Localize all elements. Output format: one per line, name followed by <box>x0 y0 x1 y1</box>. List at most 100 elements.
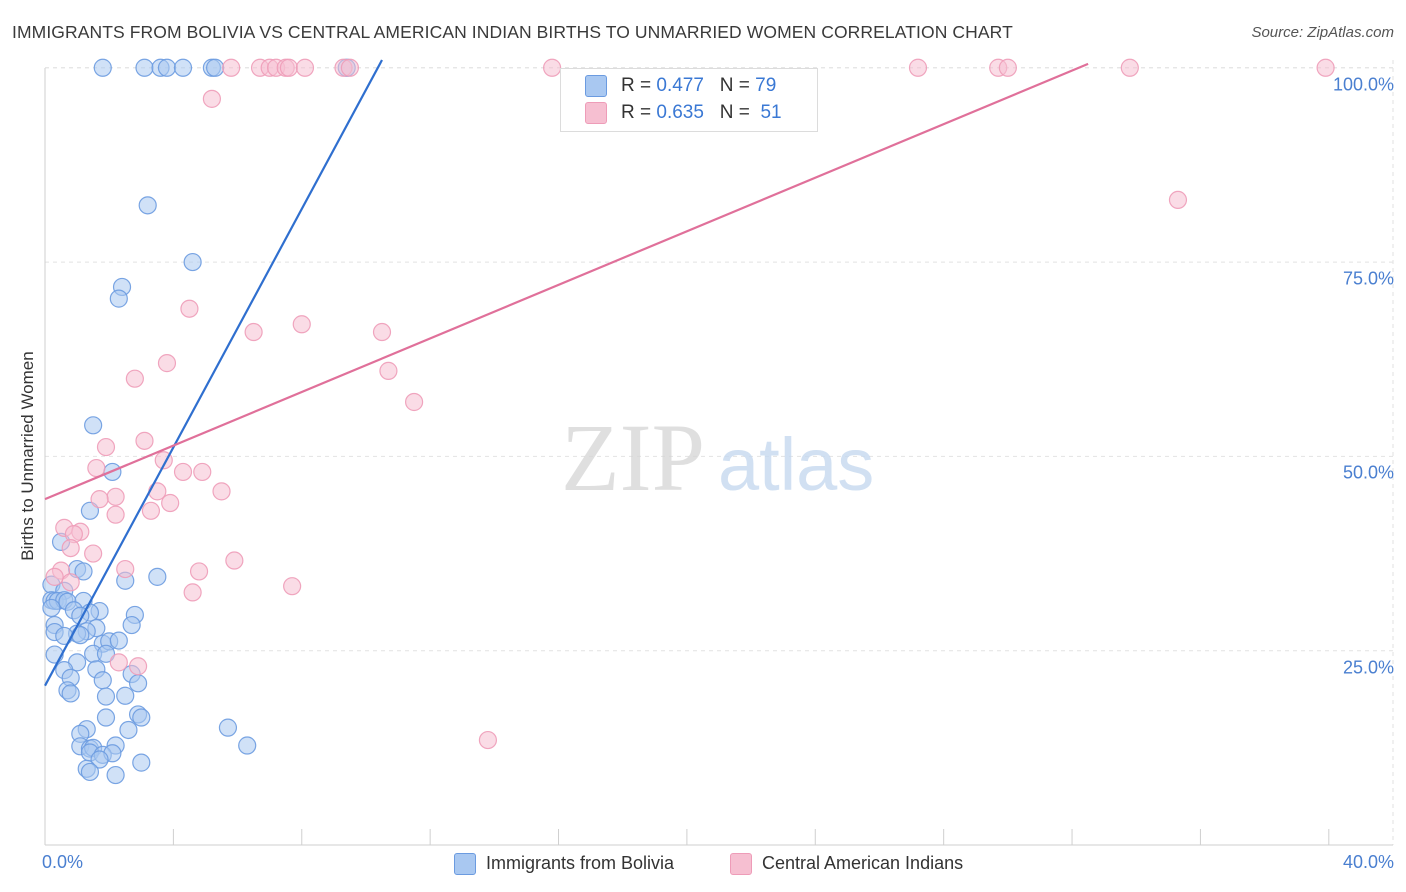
point-bolivia <box>238 736 257 755</box>
point-central-american <box>225 551 244 570</box>
r-value-bolivia: 0.477 <box>656 75 704 96</box>
point-bolivia <box>132 753 151 772</box>
legend-item-bolivia[interactable]: Immigrants from Bolivia <box>454 852 714 876</box>
point-central-american <box>180 299 199 318</box>
r-value-central-american: 0.635 <box>656 102 704 123</box>
swatch-central-american <box>585 102 607 124</box>
y-tick-label: 50.0% <box>1342 462 1394 483</box>
point-bolivia <box>206 58 225 77</box>
point-central-american <box>183 583 202 602</box>
point-central-american <box>212 482 231 501</box>
point-central-american <box>109 653 128 672</box>
point-bolivia <box>96 644 116 663</box>
point-central-american <box>908 58 928 77</box>
r-label: R = <box>621 102 652 123</box>
point-central-american <box>379 361 398 380</box>
point-bolivia <box>90 750 109 769</box>
point-bolivia <box>122 615 141 635</box>
point-bolivia <box>55 626 74 646</box>
point-bolivia <box>106 765 125 785</box>
point-central-american <box>173 462 193 482</box>
watermark: ZIP atlas <box>561 404 874 511</box>
point-bolivia <box>42 598 61 618</box>
point-central-american <box>1120 58 1139 77</box>
point-central-american <box>1316 58 1335 77</box>
point-central-american <box>135 431 154 450</box>
point-central-american <box>202 89 221 108</box>
point-central-american <box>116 559 135 579</box>
point-bolivia <box>218 718 238 737</box>
point-central-american <box>279 58 299 77</box>
point-central-american <box>543 58 562 77</box>
point-bolivia <box>93 58 112 77</box>
r-label: R = <box>621 75 652 96</box>
point-bolivia <box>119 720 138 740</box>
point-central-american <box>295 58 315 77</box>
n-label: N = <box>719 75 750 96</box>
point-bolivia <box>80 501 100 520</box>
point-central-american <box>45 567 64 586</box>
point-bolivia <box>93 671 112 690</box>
n-label: N = <box>719 102 750 123</box>
point-central-american <box>372 322 392 342</box>
point-central-american <box>244 322 263 342</box>
trend-line-bolivia <box>44 59 383 687</box>
axes <box>44 68 1393 846</box>
point-central-american <box>478 730 498 750</box>
point-central-american <box>84 544 103 563</box>
legend-label-central-american: Central American Indians <box>762 853 964 873</box>
point-central-american <box>141 501 161 520</box>
point-central-american <box>189 562 209 581</box>
data-points <box>42 58 1335 785</box>
stats-legend: R = 0.477 N = 79 R = 0.635 N = 51 <box>560 68 818 132</box>
point-bolivia <box>138 196 157 215</box>
point-central-american <box>1168 190 1188 210</box>
n-value-bolivia: 79 <box>755 75 777 96</box>
legend-swatch-bolivia <box>454 853 476 875</box>
point-bolivia <box>109 289 128 308</box>
y-tick-label: 75.0% <box>1342 268 1394 289</box>
watermark-atlas: atlas <box>718 423 874 506</box>
point-bolivia <box>183 252 202 272</box>
trend-lines <box>44 59 1089 687</box>
point-bolivia <box>128 674 148 693</box>
point-central-american <box>87 458 106 478</box>
point-central-american <box>128 657 148 676</box>
point-central-american <box>340 58 360 77</box>
source-label: Source: ZipAtlas.com <box>1251 24 1394 41</box>
point-bolivia <box>109 631 128 650</box>
point-central-american <box>222 58 241 77</box>
point-central-american <box>998 58 1017 77</box>
point-central-american <box>157 354 177 373</box>
point-central-american <box>193 462 212 482</box>
point-bolivia <box>84 416 103 435</box>
watermark-zip: ZIP <box>561 404 705 511</box>
trend-line-central-american <box>44 62 1089 501</box>
point-bolivia <box>61 684 80 703</box>
point-bolivia <box>80 762 100 782</box>
legend-item-central-american[interactable]: Central American Indians <box>730 852 1000 876</box>
point-bolivia <box>132 708 151 727</box>
point-bolivia <box>135 58 154 77</box>
x-tick-label-max: 40.0% <box>1342 852 1394 872</box>
point-central-american <box>125 369 144 388</box>
legend-swatch-central-american <box>730 853 752 875</box>
legend-label-bolivia: Immigrants from Bolivia <box>486 853 675 873</box>
point-bolivia <box>173 58 193 77</box>
point-bolivia <box>96 687 116 706</box>
y-tick-label: 100.0% <box>1332 74 1394 95</box>
point-central-american <box>96 437 116 457</box>
point-bolivia <box>74 562 93 581</box>
chart-title: IMMIGRANTS FROM BOLIVIA VS CENTRAL AMERI… <box>12 22 1013 42</box>
point-central-american <box>404 392 424 412</box>
point-bolivia <box>116 686 135 705</box>
point-central-american <box>283 577 302 596</box>
point-bolivia <box>96 708 116 727</box>
swatch-bolivia <box>585 75 607 97</box>
point-central-american <box>61 538 80 558</box>
point-central-american <box>106 505 125 524</box>
n-value-central-american: 51 <box>760 102 782 123</box>
x-tick-label-min: 0.0% <box>42 852 84 872</box>
point-bolivia <box>157 58 177 77</box>
